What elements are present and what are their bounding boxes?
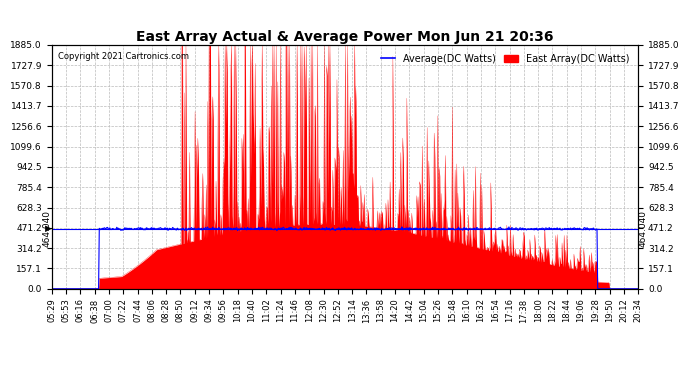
Text: 464.040: 464.040: [639, 210, 648, 247]
Text: 464.040: 464.040: [42, 210, 51, 247]
Legend: Average(DC Watts), East Array(DC Watts): Average(DC Watts), East Array(DC Watts): [377, 50, 633, 68]
Text: Copyright 2021 Cartronics.com: Copyright 2021 Cartronics.com: [58, 53, 188, 61]
Title: East Array Actual & Average Power Mon Jun 21 20:36: East Array Actual & Average Power Mon Ju…: [136, 30, 554, 44]
